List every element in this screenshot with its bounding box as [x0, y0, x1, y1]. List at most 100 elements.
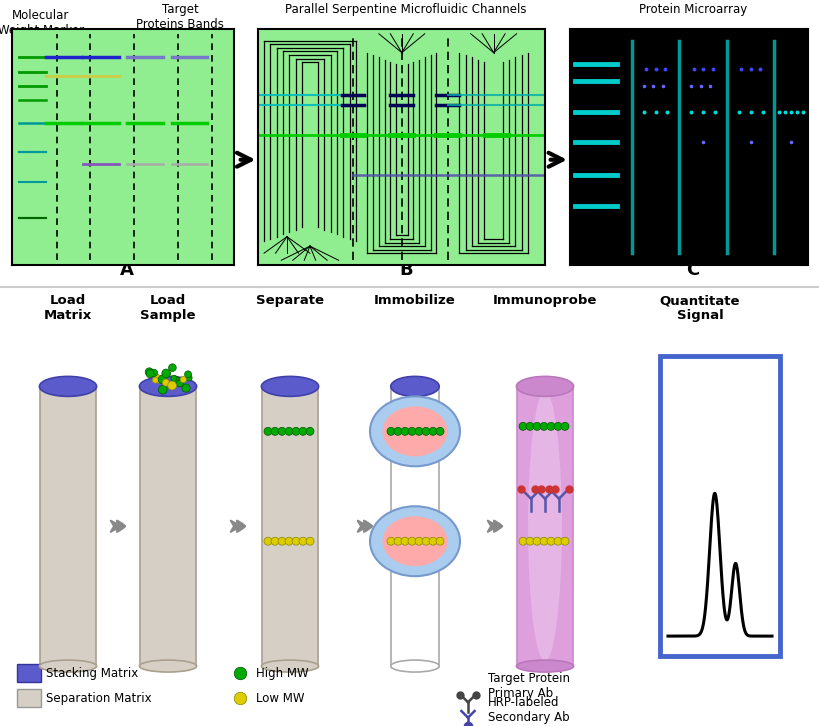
Ellipse shape — [422, 428, 429, 436]
FancyBboxPatch shape — [516, 384, 572, 668]
Ellipse shape — [139, 660, 197, 672]
Ellipse shape — [540, 537, 547, 545]
Ellipse shape — [161, 369, 170, 378]
Ellipse shape — [546, 423, 554, 431]
Ellipse shape — [525, 423, 533, 431]
Ellipse shape — [560, 537, 568, 545]
Ellipse shape — [278, 428, 286, 436]
Ellipse shape — [305, 428, 314, 436]
Ellipse shape — [525, 537, 533, 545]
Ellipse shape — [167, 381, 176, 390]
Ellipse shape — [428, 537, 437, 545]
Ellipse shape — [176, 380, 183, 387]
Ellipse shape — [408, 428, 415, 436]
Ellipse shape — [150, 370, 157, 377]
Ellipse shape — [299, 428, 306, 436]
Ellipse shape — [408, 537, 415, 545]
Ellipse shape — [152, 377, 158, 383]
Text: Protein Microarray: Protein Microarray — [638, 3, 746, 16]
Ellipse shape — [393, 428, 401, 436]
Ellipse shape — [186, 375, 192, 381]
Ellipse shape — [292, 428, 300, 436]
Ellipse shape — [436, 428, 443, 436]
Ellipse shape — [382, 407, 447, 457]
Ellipse shape — [527, 391, 561, 661]
Text: Target
Proteins Bands: Target Proteins Bands — [136, 3, 224, 31]
Ellipse shape — [158, 386, 167, 394]
Ellipse shape — [264, 428, 272, 436]
FancyBboxPatch shape — [40, 384, 96, 668]
Text: Parallel Serpentine Microfluidic Channels: Parallel Serpentine Microfluidic Channel… — [285, 3, 526, 16]
Text: Stacking Matrix: Stacking Matrix — [46, 666, 138, 680]
Text: HRP-labeled
Secondary Ab: HRP-labeled Secondary Ab — [487, 696, 569, 724]
Ellipse shape — [369, 396, 459, 466]
Text: Quantitate
Signal: Quantitate Signal — [659, 295, 740, 322]
Ellipse shape — [170, 375, 177, 381]
Ellipse shape — [393, 537, 401, 545]
FancyBboxPatch shape — [17, 689, 41, 707]
FancyBboxPatch shape — [140, 384, 196, 668]
Ellipse shape — [270, 428, 278, 436]
Ellipse shape — [184, 371, 192, 378]
Text: Molecular
Weight Marker: Molecular Weight Marker — [0, 9, 84, 62]
Text: Load
Sample: Load Sample — [140, 295, 196, 322]
Ellipse shape — [369, 506, 459, 576]
Ellipse shape — [554, 423, 561, 431]
Ellipse shape — [292, 537, 300, 545]
Text: B: B — [399, 261, 412, 279]
Ellipse shape — [518, 423, 527, 431]
Ellipse shape — [391, 376, 439, 396]
Text: Separate: Separate — [256, 295, 324, 308]
Ellipse shape — [158, 375, 166, 384]
Ellipse shape — [139, 376, 197, 396]
Ellipse shape — [299, 537, 306, 545]
FancyBboxPatch shape — [262, 384, 318, 668]
Ellipse shape — [422, 537, 429, 545]
Ellipse shape — [518, 537, 527, 545]
Ellipse shape — [146, 370, 154, 378]
Text: Target Protein
Primary Ab: Target Protein Primary Ab — [487, 672, 569, 700]
Ellipse shape — [153, 375, 162, 383]
Ellipse shape — [264, 537, 272, 545]
Ellipse shape — [270, 537, 278, 545]
Ellipse shape — [391, 660, 439, 672]
Ellipse shape — [554, 537, 561, 545]
Ellipse shape — [305, 537, 314, 545]
Ellipse shape — [261, 376, 319, 396]
Text: Immunoprobe: Immunoprobe — [492, 295, 596, 308]
Ellipse shape — [261, 660, 319, 672]
Ellipse shape — [382, 516, 447, 566]
Text: A: A — [120, 261, 133, 279]
Ellipse shape — [400, 428, 409, 436]
Text: Low MW: Low MW — [256, 692, 304, 704]
FancyBboxPatch shape — [391, 384, 438, 668]
Ellipse shape — [39, 376, 97, 396]
Ellipse shape — [532, 537, 541, 545]
Ellipse shape — [400, 537, 409, 545]
Ellipse shape — [387, 428, 395, 436]
Ellipse shape — [436, 537, 443, 545]
Text: Separation Matrix: Separation Matrix — [46, 692, 152, 704]
Ellipse shape — [278, 537, 286, 545]
Ellipse shape — [516, 376, 573, 396]
Ellipse shape — [171, 376, 179, 383]
Text: C: C — [686, 261, 699, 279]
Ellipse shape — [285, 537, 292, 545]
FancyBboxPatch shape — [659, 356, 779, 656]
Ellipse shape — [532, 423, 541, 431]
Ellipse shape — [285, 428, 292, 436]
FancyBboxPatch shape — [17, 664, 41, 682]
Ellipse shape — [169, 364, 176, 372]
Ellipse shape — [428, 428, 437, 436]
Ellipse shape — [560, 423, 568, 431]
Ellipse shape — [414, 537, 423, 545]
Ellipse shape — [516, 660, 573, 672]
Text: Immobilize: Immobilize — [373, 295, 455, 308]
Ellipse shape — [145, 368, 153, 376]
Text: High MW: High MW — [256, 666, 308, 680]
Ellipse shape — [180, 376, 186, 383]
Ellipse shape — [387, 537, 395, 545]
Ellipse shape — [414, 428, 423, 436]
Ellipse shape — [182, 384, 190, 392]
Ellipse shape — [540, 423, 547, 431]
